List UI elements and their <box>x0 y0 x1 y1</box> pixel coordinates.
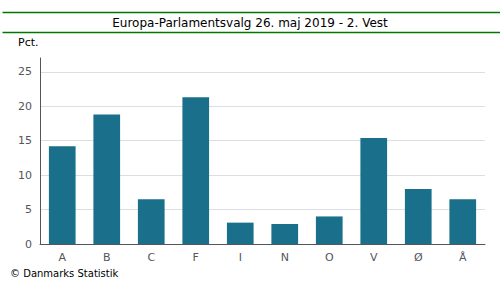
svg-text:C: C <box>147 251 155 264</box>
svg-text:V: V <box>370 251 378 264</box>
svg-text:© Danmarks Statistik: © Danmarks Statistik <box>10 268 119 279</box>
svg-text:Europa-Parlamentsvalg 26. maj: Europa-Parlamentsvalg 26. maj 2019 - 2. … <box>112 16 388 30</box>
svg-text:10: 10 <box>18 169 32 182</box>
svg-text:N: N <box>281 251 289 264</box>
svg-text:15: 15 <box>18 134 32 147</box>
svg-text:Å: Å <box>459 251 467 264</box>
svg-text:20: 20 <box>18 100 32 113</box>
svg-text:A: A <box>58 251 66 264</box>
svg-text:5: 5 <box>25 203 32 216</box>
svg-text:F: F <box>193 251 199 264</box>
svg-text:O: O <box>325 251 334 264</box>
svg-text:B: B <box>103 251 111 264</box>
svg-text:Pct.: Pct. <box>18 36 39 49</box>
svg-text:0: 0 <box>25 238 32 251</box>
svg-text:Ø: Ø <box>414 251 423 264</box>
svg-text:I: I <box>239 251 242 264</box>
svg-text:25: 25 <box>18 65 32 78</box>
